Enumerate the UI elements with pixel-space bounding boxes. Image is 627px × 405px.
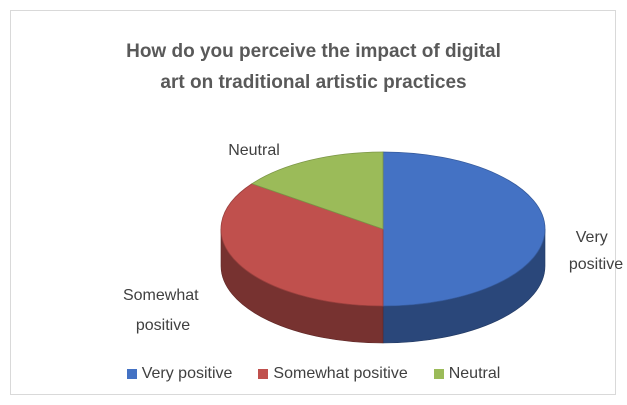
legend-label-very-positive: Very positive	[141, 365, 233, 382]
legend-swatch-somewhat-positive	[258, 369, 269, 379]
legend-item-neutral[interactable]: Neutral	[433, 365, 501, 383]
legend-swatch-very-positive	[126, 369, 137, 379]
chart-title-line-2: art on traditional artistic practices	[160, 72, 467, 93]
legend-label-somewhat-positive: Somewhat positive	[273, 365, 408, 382]
chart-legend: Very positive Somewhat positive Neutral	[0, 365, 627, 383]
pie-slice-very-positive[interactable]	[382, 151, 546, 307]
data-label-somewhat-positive: Somewhat positive	[123, 287, 203, 334]
legend-item-somewhat-positive[interactable]: Somewhat positive	[258, 365, 408, 383]
legend-label-neutral: Neutral	[448, 365, 501, 382]
pie-slice-neutral[interactable]	[251, 151, 384, 230]
data-label-very-positive: Very positive	[569, 229, 623, 273]
legend-item-very-positive[interactable]: Very positive	[126, 365, 233, 383]
chart-title: How do you perceive the impact of digita…	[0, 36, 627, 98]
legend-swatch-neutral	[433, 369, 444, 379]
pie-slice-somewhat-positive[interactable]	[220, 183, 384, 307]
chart-title-line-1: How do you perceive the impact of digita…	[126, 41, 501, 62]
data-label-neutral: Neutral	[228, 142, 280, 159]
